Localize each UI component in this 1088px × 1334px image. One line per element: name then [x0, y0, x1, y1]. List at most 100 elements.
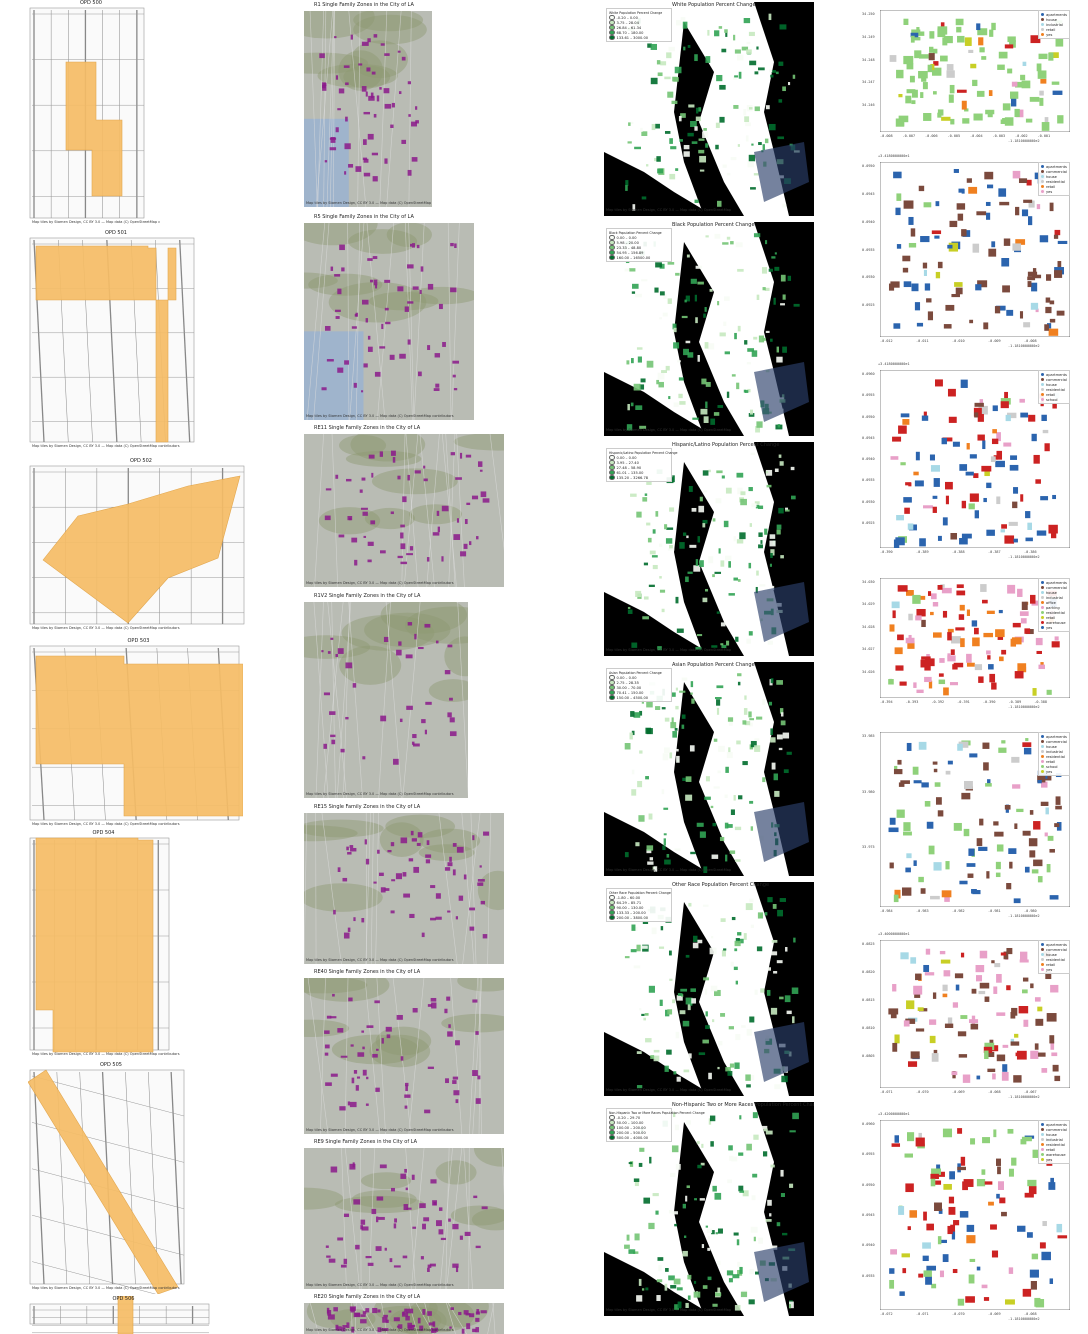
- freeway: [403, 434, 419, 587]
- opd-map-panel: OPD 504 Map tiles by Stamen Design, CC BY…: [28, 830, 185, 1060]
- building-footprint: [1050, 1041, 1055, 1050]
- tract-cell: [664, 1065, 669, 1072]
- tract-cell: [688, 486, 693, 492]
- tract-cell: [780, 303, 785, 306]
- tract-cell: [684, 299, 687, 303]
- zone-parcel: [452, 1223, 459, 1230]
- building-footprint: [955, 984, 960, 991]
- zone-parcel: [400, 1173, 407, 1179]
- building-footprint: [1000, 119, 1006, 125]
- tract-cell: [736, 382, 740, 390]
- tract-cell: [670, 1285, 677, 1289]
- tract-cell: [631, 789, 637, 796]
- tract-cell: [657, 372, 665, 380]
- building-footprint: [945, 304, 955, 311]
- nyc-map-title: Other Race Population Percent Change: [672, 882, 770, 888]
- tract-cell: [714, 1192, 722, 1200]
- zone-parcel: [384, 1247, 387, 1251]
- legend-swatch: [1040, 595, 1045, 600]
- tract-cell: [727, 1070, 733, 1076]
- nyc-choropleth-panel: Asian Population Percent Change Asian Pop…: [604, 662, 814, 876]
- building-footprint: [958, 614, 965, 620]
- legend-row: 150.00 – 4500.00: [609, 694, 669, 701]
- freeway: [349, 223, 365, 420]
- tract-cell: [698, 107, 702, 112]
- building-footprint: [933, 768, 938, 773]
- legend-row: commercial: [1040, 739, 1067, 744]
- building-footprint: [900, 952, 909, 960]
- building-footprint: [1003, 442, 1012, 447]
- building-footprint: [920, 92, 924, 99]
- tract-cell: [721, 644, 727, 649]
- zone-parcel: [378, 1216, 385, 1220]
- building-footprint: [908, 242, 917, 248]
- nyc-legend: Asian Population Percent Change 0.00 – 0.…: [606, 668, 672, 702]
- building-footprint: [896, 69, 904, 79]
- terrain-patch: [441, 1013, 504, 1033]
- zone-parcel: [335, 309, 341, 312]
- building-footprint: [1036, 530, 1047, 536]
- building-footprint: [935, 201, 940, 207]
- tract-cell: [765, 105, 770, 110]
- building-footprint: [947, 632, 952, 641]
- zone-parcel: [360, 1225, 364, 1230]
- legend-swatch: [1040, 17, 1045, 22]
- x-tick-label: -0.980: [1024, 909, 1037, 913]
- building-footprint: [990, 1224, 997, 1230]
- building-footprint: [959, 604, 965, 611]
- zone-parcel: [397, 50, 401, 53]
- tract-cell: [716, 74, 723, 82]
- x-offset-label: -1.1810000000e2: [1008, 555, 1040, 559]
- tract-cell: [672, 731, 677, 738]
- legend-label: 150.00 – 4500.00: [616, 695, 649, 700]
- tract-cell: [768, 123, 776, 131]
- tract-cell: [715, 122, 720, 128]
- tract-cell: [685, 794, 693, 801]
- zone-parcel: [323, 692, 330, 696]
- nyc-legend: Hispanic/Latino Population Percent Chang…: [606, 448, 677, 482]
- y-tick-label: 0.0930: [862, 275, 875, 280]
- building-footprint: [968, 848, 975, 856]
- legend-row: retail: [1040, 392, 1067, 397]
- building-footprint: [1008, 521, 1018, 526]
- tract-cell: [686, 1185, 690, 1189]
- zone-parcel: [441, 556, 444, 562]
- tract-cell: [666, 1049, 672, 1055]
- zone-parcel: [379, 451, 383, 457]
- tract-cell: [769, 1213, 772, 1217]
- building-footprint: [994, 306, 1001, 314]
- zone-parcel: [438, 1229, 444, 1235]
- building-footprint: [938, 1208, 943, 1214]
- tract-cell: [683, 1069, 690, 1073]
- zone-parcel: [346, 1322, 350, 1328]
- tract-cell: [770, 678, 774, 684]
- tract-cell: [765, 1130, 773, 1135]
- tract-cell: [643, 596, 649, 600]
- legend-swatch: [1040, 1122, 1045, 1127]
- building-footprint: [914, 302, 921, 311]
- building-footprint: [996, 1158, 1001, 1166]
- building-footprint: [888, 679, 894, 685]
- la-zone-map-svg: [304, 602, 468, 798]
- tract-cell: [767, 640, 773, 645]
- zone-parcel: [333, 1307, 338, 1312]
- building-footprint: [949, 84, 955, 94]
- tract-cell: [633, 965, 641, 969]
- building-footprint: [952, 1002, 959, 1008]
- zone-parcel: [339, 244, 345, 251]
- building-footprint: [988, 1201, 994, 1206]
- tract-cell: [670, 1172, 676, 1178]
- zone-parcel: [345, 716, 349, 720]
- building-footprint: [977, 434, 985, 441]
- tract-cell: [681, 677, 688, 681]
- tract-cell: [631, 924, 636, 931]
- zone-parcel: [453, 534, 461, 540]
- building-footprint: [933, 1049, 938, 1054]
- building-footprint: [893, 323, 901, 329]
- zone-parcel: [412, 243, 416, 248]
- legend-row: warehouse: [1040, 620, 1067, 625]
- x-tick-label: -0.070: [916, 1090, 929, 1094]
- tract-cell: [636, 511, 642, 518]
- tract-cell: [659, 263, 665, 269]
- zone-parcel: [464, 1231, 471, 1236]
